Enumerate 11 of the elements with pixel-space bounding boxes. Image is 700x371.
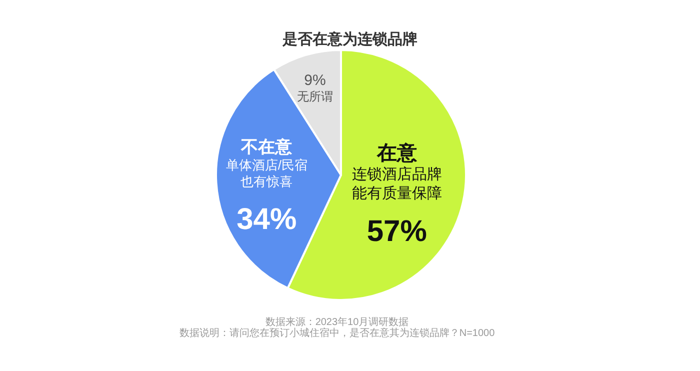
data-label: 34% bbox=[236, 202, 297, 236]
data-label: 9% bbox=[304, 72, 326, 90]
text: 连锁酒店品牌能有质量保障 bbox=[352, 166, 442, 202]
chart-title: 是否在意为连锁品牌 bbox=[282, 31, 418, 48]
text: 单体酒店/民宿也有惊喜 bbox=[226, 158, 308, 189]
slice-label: 无所谓 bbox=[296, 90, 333, 104]
slice-label: 在意 bbox=[376, 141, 418, 164]
slice-label: 不在意 bbox=[240, 138, 294, 157]
data-label: 57% bbox=[366, 215, 427, 248]
text: 数据说明：请问您在预订小城住宿中，是否在意其为连锁品牌？N=1000 bbox=[179, 327, 496, 339]
source-note: 数据来源：2023年10月调研数据 bbox=[265, 316, 409, 328]
